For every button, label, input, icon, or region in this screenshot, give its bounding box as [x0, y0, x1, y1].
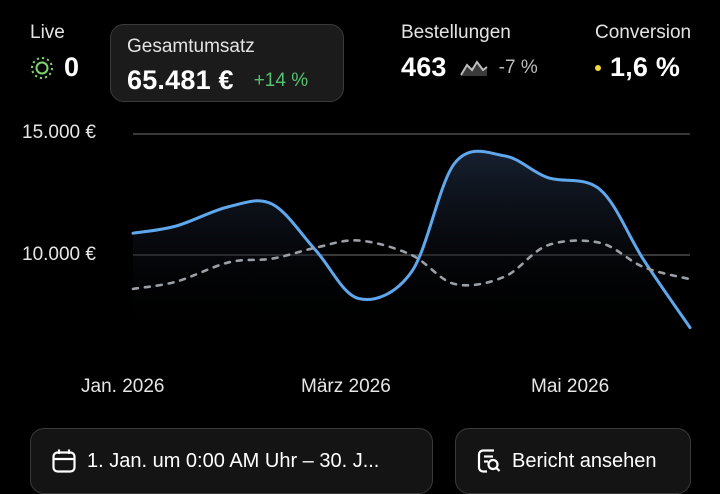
calendar-icon	[52, 449, 76, 473]
y-tick-label: 10.000 €	[22, 244, 96, 265]
metric-orders-delta: -7 %	[498, 56, 538, 78]
live-pulse-icon	[31, 56, 53, 79]
metric-total-sales[interactable]: Gesamtumsatz 65.481 € +14 %	[110, 24, 344, 102]
metric-orders[interactable]: Bestellungen 463 -7 %	[401, 22, 538, 83]
x-tick-label: Mai 2026	[531, 376, 610, 397]
sales-chart	[131, 133, 692, 340]
x-tick-label: Jan. 2026	[81, 376, 165, 397]
view-report-label: Bericht ansehen	[512, 449, 657, 472]
view-report-button[interactable]: Bericht ansehen	[455, 428, 691, 494]
x-tick-label: März 2026	[301, 376, 391, 397]
report-search-icon	[477, 449, 501, 473]
sales-series-line	[131, 149, 692, 330]
metric-live-label: Live	[30, 22, 65, 43]
metric-conversion[interactable]: Conversion 1,6 %	[595, 22, 720, 83]
metric-orders-value: 463	[401, 52, 447, 82]
metric-total-sales-value: 65.481 €	[127, 65, 234, 95]
metric-total-sales-label: Gesamtumsatz	[127, 36, 255, 57]
metric-live[interactable]: Live 0	[30, 22, 79, 83]
metric-conversion-value: 1,6 %	[610, 52, 681, 82]
series-area	[133, 151, 690, 340]
metric-orders-label: Bestellungen	[401, 22, 511, 43]
sparkline-icon	[459, 59, 488, 76]
metric-total-sales-delta: +14 %	[253, 69, 309, 91]
date-range-label: 1. Jan. um 0:00 AM Uhr – 30. J...	[87, 449, 380, 472]
metric-conversion-label: Conversion	[595, 22, 692, 43]
status-dot-icon	[595, 64, 601, 71]
metric-live-value: 0	[64, 52, 80, 82]
y-tick-label: 15.000 €	[22, 122, 96, 143]
date-range-button[interactable]: 1. Jan. um 0:00 AM Uhr – 30. J...	[30, 428, 433, 494]
